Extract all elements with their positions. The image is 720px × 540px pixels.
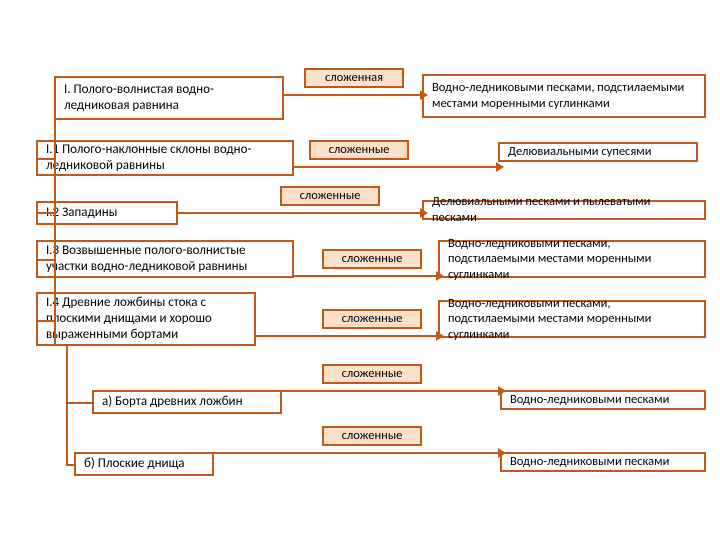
left-box-1: I.1 Полого-наклонные склоны водно-ледник… (36, 140, 294, 176)
label-box-6: сложенные (322, 426, 422, 446)
conn-left-2 (178, 212, 330, 214)
arrow-3 (436, 271, 444, 281)
left-box-6: б) Плоские днища (74, 452, 214, 476)
right-box-3: Водно-ледниковыми песками, подстилаемыми… (438, 240, 706, 278)
conn-right-1 (359, 166, 498, 168)
conn-left-5 (282, 390, 372, 392)
arrow-6 (498, 448, 506, 458)
left-box-5: а) Борта древних ложбин (92, 390, 282, 414)
left-box-3: I.3 Возвышенные полого-волнистые участки… (36, 240, 294, 278)
conn-left-1 (294, 166, 359, 168)
left-box-4: I.4 Древние ложбины стока с плоскими дни… (36, 292, 256, 346)
conn-right-3 (372, 275, 438, 277)
left-box-0: I. Полого-волнистая водно-ледниковая рав… (54, 76, 284, 120)
arrow-0 (420, 90, 428, 100)
stub-4 (66, 402, 92, 404)
stub-5 (66, 464, 74, 466)
right-box-6: Водно-ледниковыми песками (500, 452, 706, 472)
conn-left-4 (256, 335, 372, 337)
stub-0 (36, 158, 54, 160)
label-box-2: сложенные (280, 186, 380, 206)
label-box-5: сложенные (322, 364, 422, 384)
left-box-2: I.2 Западины (36, 201, 178, 225)
conn-left-6 (214, 452, 372, 454)
right-box-5: Водно-ледниковыми песками (500, 390, 706, 410)
arrow-2 (420, 208, 428, 218)
arrow-4 (436, 331, 444, 341)
stub-1 (36, 212, 54, 214)
right-box-2: Делювиальными песками и пылеватыми песка… (422, 200, 706, 220)
label-box-1: сложенные (309, 140, 409, 160)
conn-right-5 (372, 390, 500, 392)
right-box-1: Делювиальными супесями (498, 142, 698, 162)
right-box-4: Водно-ледниковыми песками, подстилаемыми… (438, 300, 706, 338)
label-box-4: сложенные (322, 309, 422, 329)
label-box-3: сложенные (322, 249, 422, 269)
conn-left-0 (284, 94, 354, 96)
conn-right-6 (372, 452, 500, 454)
stub-3 (36, 320, 54, 322)
stub-2 (36, 259, 54, 261)
right-box-0: Водно-ледниковыми песками, подстилаемыми… (422, 74, 706, 118)
conn-right-2 (330, 212, 422, 214)
conn-left-3 (294, 275, 372, 277)
vline-0 (54, 120, 56, 346)
conn-right-4 (372, 335, 438, 337)
arrow-1 (496, 162, 504, 172)
arrow-5 (498, 386, 506, 396)
conn-right-0 (354, 94, 422, 96)
vline-1 (66, 346, 68, 464)
label-box-0: сложенная (304, 68, 404, 88)
